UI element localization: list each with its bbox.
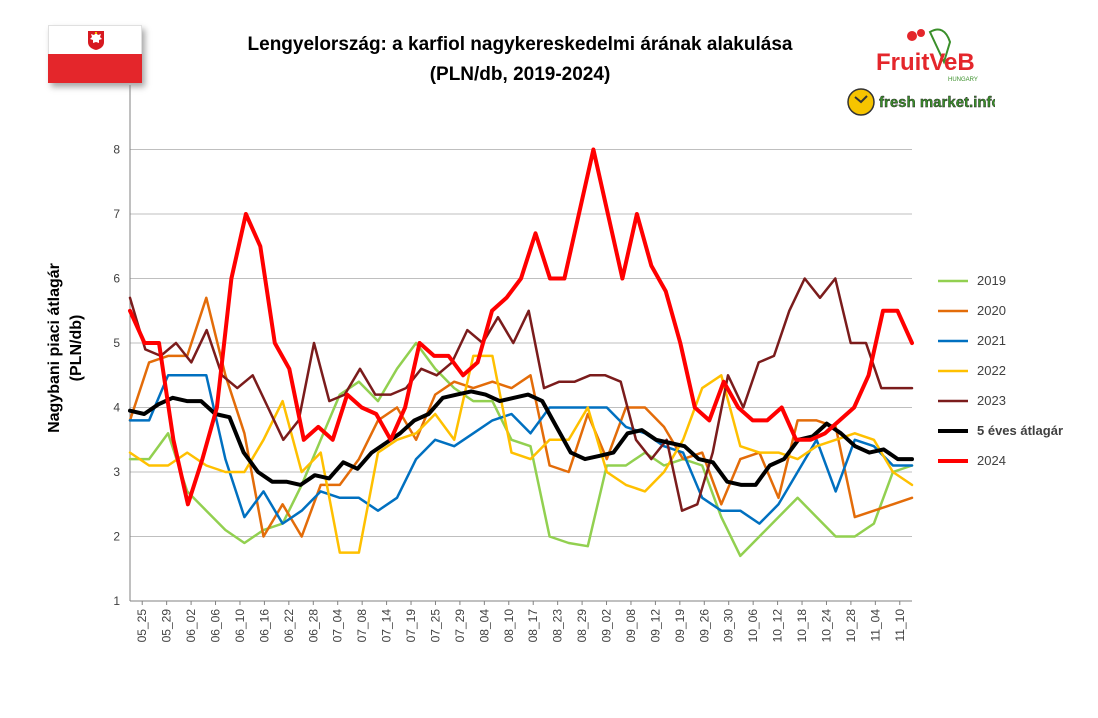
series-line-3 [128,354,914,554]
poland-flag [48,25,142,83]
y-tick-label: 2 [113,530,120,544]
y-tick-label: 7 [113,207,120,221]
x-tick-label: 06_02 [184,609,198,643]
fruitveb-text: FruitVeB [876,49,975,76]
x-tick-label: 09_26 [697,609,711,643]
x-tick-label: 05_25 [135,609,149,643]
x-tick-label: 06_28 [306,609,320,643]
series-line-2 [128,374,914,525]
x-tick-label: 11_04 [868,609,882,642]
x-tick-label: 08_29 [575,609,589,643]
x-tick-label: 10_06 [746,609,760,643]
x-tick-label: 08_17 [526,609,540,643]
x-tick-label: 08_04 [477,609,491,643]
x-tick-label: 08_10 [502,609,516,643]
freshmarket-text: fresh market.info [879,94,995,111]
series-line-5 [128,389,914,487]
legend-label: 2024 [977,453,1006,468]
x-tick-label: 11_10 [893,609,907,642]
x-tick-label: 10_18 [795,609,809,643]
x-tick-label: 09_12 [648,609,662,643]
fruitveb-logo: FruitVeB HUNGARY [876,28,978,83]
y-tick-label: 4 [113,401,120,415]
chart-subtitle: (PLN/db, 2019-2024) [429,64,611,85]
x-tick-label: 06_06 [209,609,223,643]
series-line-6 [128,147,914,507]
x-tick-label: 08_23 [551,609,565,643]
series-line-4 [128,277,914,512]
x-tick-label: 05_29 [160,609,174,643]
series-lines [128,147,914,558]
x-tick-label: 07_04 [331,609,345,643]
axes: 1 2 3 4 5 6 7 8 05_25 05_29 06_02 06_06 06_10 06_16 06… [113,85,912,642]
x-tick-label: 07_19 [404,609,418,643]
legend: 2019 2020 2021 2022 2023 5 éves átlagár 2024 [938,273,1063,468]
series-line-1 [128,296,914,538]
x-tick-label: 07_25 [428,609,442,643]
chart-title: Lengyelország: a karfiol nagykereskedelm… [247,34,793,55]
legend-label: 2020 [977,303,1006,318]
x-tick-label: 07_14 [380,609,394,643]
freshmarket-logo: fresh market.info [847,88,995,116]
x-tick-label: 09_08 [624,609,638,643]
x-tick-label: 06_22 [282,609,296,643]
x-tick-label: 10_12 [771,609,785,643]
x-tick-label: 09_19 [673,609,687,643]
flag-red-stripe [48,54,142,83]
x-tick-label: 10_24 [819,609,833,643]
y-tick-label: 6 [113,272,120,286]
y-tick-label: 3 [113,465,120,479]
x-tick-label: 07_08 [355,609,369,643]
y-tick-label: 5 [113,336,120,350]
fruitveb-sub-text: HUNGARY [948,77,978,83]
flag-white-stripe [48,25,142,54]
x-tick-label: 09_02 [600,609,614,643]
x-tick-label: 07_29 [453,609,467,643]
eagle-emblem-icon [88,31,104,50]
legend-label: 2019 [977,273,1006,288]
x-tick-label: 06_16 [257,609,271,643]
y-tick-label: 1 [113,594,120,608]
x-tick-label: 09_30 [722,609,736,643]
legend-label: 2023 [977,393,1006,408]
x-tick-label: 10_28 [844,609,858,643]
legend-label: 2021 [977,333,1006,348]
x-tick-label: 06_10 [233,609,247,643]
legend-label: 5 éves átlagár [977,423,1063,438]
legend-label: 2022 [977,363,1006,378]
y-tick-label: 8 [113,143,120,157]
series-line-0 [128,341,914,558]
